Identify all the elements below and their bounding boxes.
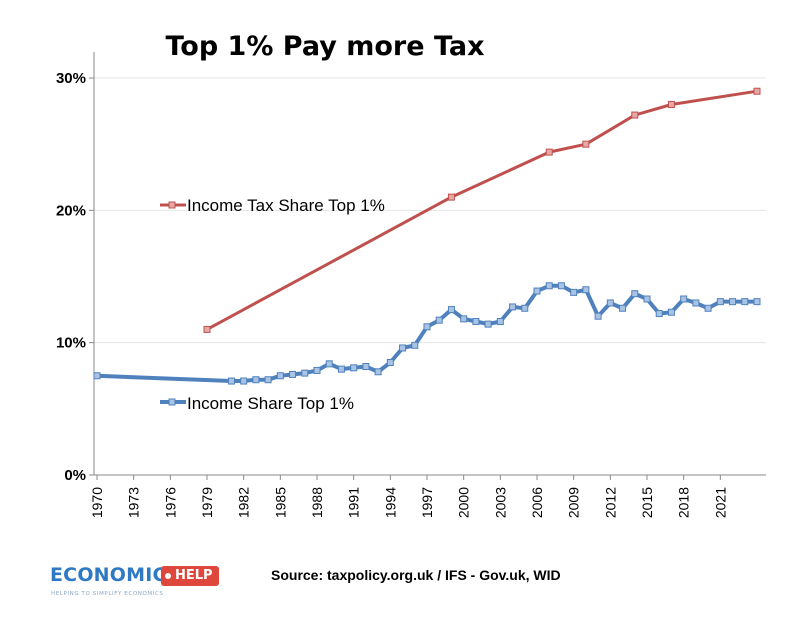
logo-badge: HELP [161, 566, 219, 586]
x-tick-label: 2015 [639, 487, 655, 518]
data-point-income-share [447, 306, 455, 314]
legend-item-income-tax-share: Income Tax Share Top 1% [160, 196, 385, 215]
data-point-income-share [276, 372, 284, 380]
y-tick-label: 0% [64, 467, 86, 484]
data-point-income-share [93, 372, 101, 380]
data-point-income-share [496, 317, 504, 325]
data-point-income-share [460, 315, 468, 323]
x-tick-label: 1994 [382, 487, 398, 518]
data-point-tax-share [582, 140, 590, 148]
x-tick-label: 2000 [456, 487, 472, 518]
y-axis-ticks: 0% 10% 20% 30% [56, 70, 94, 484]
data-point-income-share [667, 308, 675, 316]
data-point-income-share [545, 282, 553, 290]
data-point-income-share [753, 298, 761, 306]
data-point-income-share [313, 366, 321, 374]
data-point-income-share [289, 370, 297, 378]
legend-item-income-share: Income Share Top 1% [160, 394, 354, 413]
data-point-income-share [240, 377, 248, 385]
data-point-income-share [619, 304, 627, 312]
data-point-income-share [741, 298, 749, 306]
x-tick-label: 1982 [236, 487, 252, 518]
x-tick-label: 1979 [199, 487, 215, 518]
data-point-income-share [472, 317, 480, 325]
series-line-income-share [96, 283, 757, 383]
data-point-income-share [252, 376, 260, 384]
data-point-income-share [484, 320, 492, 328]
x-tick-label: 1976 [162, 487, 178, 518]
data-point-income-share [227, 377, 235, 385]
legend-label-tax-share: Income Tax Share Top 1% [187, 196, 385, 215]
x-tick-label: 1997 [419, 487, 435, 518]
series-lines [93, 87, 761, 385]
data-point-tax-share [667, 100, 675, 108]
data-point-income-share [301, 369, 309, 377]
data-point-income-share [606, 299, 614, 307]
legend-marker-income-share [168, 398, 176, 406]
logo-badge-text: HELP [175, 568, 213, 583]
data-point-tax-share [631, 111, 639, 119]
data-point-income-share [411, 341, 419, 349]
x-tick-label: 1970 [89, 487, 105, 518]
y-tick-label: 30% [56, 70, 86, 87]
x-tick-label: 2018 [676, 487, 692, 518]
data-point-income-share [692, 299, 700, 307]
data-point-tax-share [203, 325, 211, 333]
data-point-income-share [704, 304, 712, 312]
data-point-income-share [399, 344, 407, 352]
x-tick-label: 2006 [529, 487, 545, 518]
data-point-income-share [386, 359, 394, 367]
data-point-income-share [716, 298, 724, 306]
data-point-income-share [643, 295, 651, 303]
x-axis-ticks: 1970 1973 1976 1979 1982 1985 1988 1991 1994 1997… [89, 475, 728, 518]
x-tick-label: 1973 [126, 487, 142, 518]
legend: Income Tax Share Top 1% Income Share Top… [160, 196, 385, 413]
data-point-income-share [423, 323, 431, 331]
x-tick-label: 2003 [492, 487, 508, 518]
data-point-income-share [680, 295, 688, 303]
x-tick-label: 1988 [309, 487, 325, 518]
line-chart: Top 1% Pay more Tax 0% 10% 20% 30% 1970 1973… [56, 31, 766, 518]
legend-label-income-share: Income Share Top 1% [187, 394, 354, 413]
data-point-income-share [729, 298, 737, 306]
data-point-income-share [655, 310, 663, 318]
data-point-income-share [557, 282, 565, 290]
data-point-income-share [570, 288, 578, 296]
logo-wordmark: ECONOMICS [50, 564, 181, 586]
x-tick-label: 1985 [272, 487, 288, 518]
data-point-income-share [337, 365, 345, 373]
data-point-income-share [521, 304, 529, 312]
data-point-income-share [509, 303, 517, 311]
x-tick-label: 2021 [712, 487, 728, 518]
economics-help-logo: ECONOMICS HELP HELPING TO SIMPLIFY ECONO… [50, 564, 220, 604]
data-point-income-share [594, 312, 602, 320]
x-tick-label: 2012 [602, 487, 618, 518]
data-point-tax-share [447, 193, 455, 201]
chart-title: Top 1% Pay more Tax [165, 31, 484, 62]
source-caption: Source: taxpolicy.org.uk / IFS - Gov.uk,… [271, 567, 561, 583]
data-point-tax-share [753, 87, 761, 95]
logo-tagline: HELPING TO SIMPLIFY ECONOMICS [51, 591, 164, 597]
data-point-income-share [533, 287, 541, 295]
y-tick-label: 10% [56, 335, 86, 352]
data-point-income-share [435, 316, 443, 324]
x-tick-label: 1991 [346, 487, 362, 518]
data-point-income-share [350, 364, 358, 372]
legend-marker-tax-share [168, 201, 176, 209]
data-point-income-share [631, 290, 639, 298]
data-point-income-share [362, 362, 370, 370]
data-point-income-share [325, 360, 333, 368]
x-tick-label: 2009 [566, 487, 582, 518]
data-point-income-share [582, 286, 590, 294]
data-point-tax-share [545, 148, 553, 156]
y-tick-label: 20% [56, 202, 86, 219]
data-point-income-share [374, 368, 382, 376]
data-point-income-share [264, 376, 272, 384]
logo-dot-icon [165, 573, 171, 579]
